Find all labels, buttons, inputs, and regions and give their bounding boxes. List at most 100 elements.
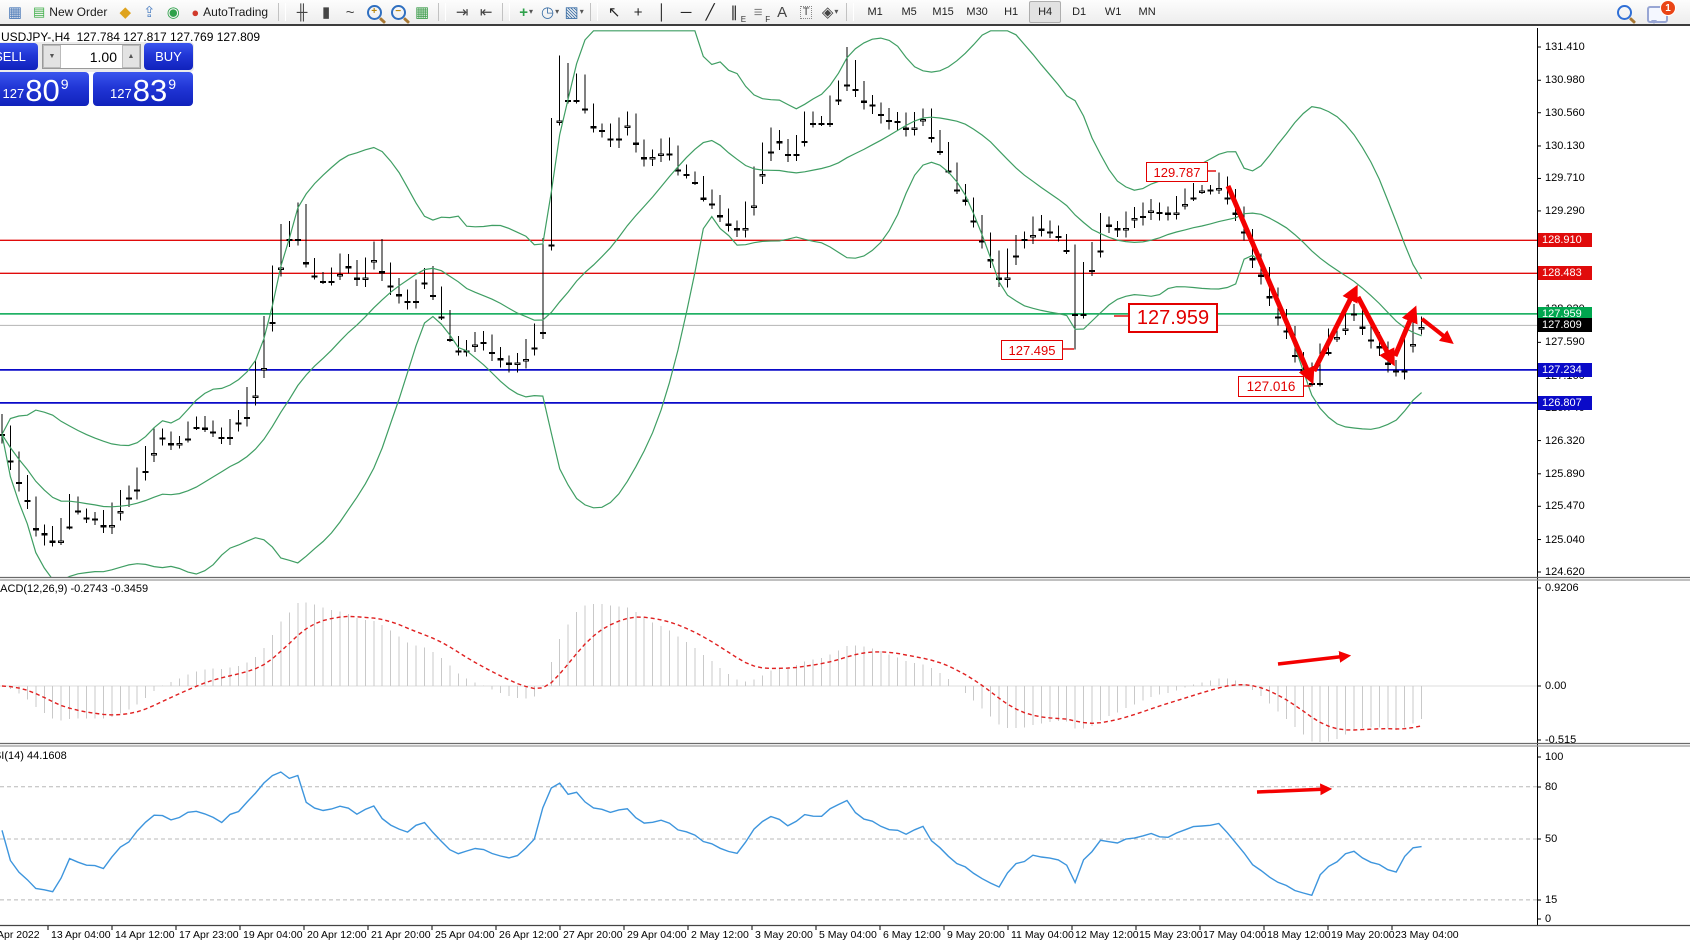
buy-button[interactable]: BUY	[144, 43, 193, 70]
tile-windows-icon[interactable]: ▦	[415, 3, 430, 21]
buy-price-prefix: 127	[110, 86, 132, 101]
annotation-low-127016: 127.016	[1238, 376, 1304, 397]
new-chart-icon[interactable]: ▦	[7, 3, 23, 21]
date-tick-label: 9 May 20:00	[947, 929, 1005, 941]
equidistant-channel-icon[interactable]: ∥ E	[730, 3, 747, 24]
timeframe-button-m15[interactable]: M15	[932, 6, 954, 18]
date-tick-label: 27 Apr 20:00	[563, 929, 623, 941]
search-icon[interactable]	[1617, 5, 1632, 20]
date-tick-label: 21 Apr 20:00	[371, 929, 431, 941]
timeframe-button-m30[interactable]: M30	[966, 6, 988, 18]
trendline-icon[interactable]: ╱	[705, 3, 715, 21]
price-tick-label: 125.470	[1545, 500, 1585, 513]
candlestick-chart-icon[interactable]: ▮	[321, 3, 331, 21]
autotrading-button[interactable]: ● AutoTrading	[185, 1, 274, 23]
price-badge: 128.483	[1538, 266, 1592, 281]
notifications-icon[interactable]: 1	[1647, 0, 1676, 24]
trend-arrows-layer	[1061, 170, 1454, 796]
label-icon[interactable]: T	[794, 1, 818, 23]
price-badge: 127.234	[1538, 362, 1592, 377]
new-order-icon: ▤	[33, 4, 46, 19]
rsi-label: RSI(14) 44.1608	[0, 750, 67, 762]
zoom-out-icon[interactable]: −	[386, 1, 410, 23]
price-badge: 127.809	[1538, 318, 1592, 333]
date-tick-label: 20 Apr 12:00	[307, 929, 367, 941]
date-tick-label: 17 Apr 23:00	[179, 929, 239, 941]
auto-scroll-icon[interactable]: ⇤	[479, 3, 493, 21]
date-tick-label: 18 May 12:00	[1267, 929, 1331, 941]
publish-chart-icon[interactable]: ⇪	[143, 3, 156, 21]
price-tick-label: 127.590	[1545, 336, 1585, 349]
text-icon[interactable]: A	[777, 3, 788, 21]
timeframe-button-d1[interactable]: D1	[1072, 6, 1087, 18]
date-tick-label: 15 May 23:00	[1139, 929, 1203, 941]
annotation-high-129787: 129.787	[1146, 162, 1208, 182]
date-tick-label: 17 May 04:00	[1203, 929, 1267, 941]
timeframe-button-m1[interactable]: M1	[867, 6, 883, 18]
main-toolbar: ▦ ▤ New Order ◆ ⇪ ◉ ● AutoTrading ╫ ▮ ~ + − ▦ ⇥ ⇤ + ▾ ◷ ▾ ▧ ▾…	[0, 0, 1690, 26]
date-tick-label: 2 May 12:00	[691, 929, 749, 941]
toolbar-separator	[438, 3, 447, 21]
lot-increase-button[interactable]: ▲	[122, 45, 140, 68]
timeframe-button-w1[interactable]: W1	[1104, 6, 1122, 18]
sell-price-main: 80	[25, 72, 60, 108]
new-order-button[interactable]: ▤ New Order	[27, 1, 113, 23]
date-tick-label: 26 Apr 12:00	[499, 929, 559, 941]
rsi-axis-label: 50	[1545, 833, 1558, 845]
timeframe-button-mn[interactable]: MN	[1138, 6, 1156, 18]
rsi-axis-label: 100	[1545, 751, 1564, 763]
chart-shift-icon[interactable]: ⇥	[455, 3, 469, 21]
symbol-header: USDJPY-,H4 127.784 127.817 127.769 127.8…	[1, 30, 261, 44]
date-tick-label: 12 May 12:00	[1075, 929, 1139, 941]
macd-axis-label: 0.9206	[1545, 582, 1579, 594]
fibonacci-icon[interactable]: ≡ F	[753, 3, 771, 24]
buy-price-display[interactable]: 127 83 9	[93, 72, 193, 106]
buy-price-main: 83	[132, 72, 168, 108]
price-tick-label: 130.980	[1545, 74, 1585, 87]
price-badge: 126.807	[1538, 395, 1592, 410]
cursor-icon[interactable]: ↖	[607, 3, 621, 21]
date-tick-label: 19 Apr 04:00	[243, 929, 303, 941]
macd-axis-label: 0.00	[1545, 680, 1567, 692]
line-chart-icon[interactable]: ~	[345, 3, 355, 21]
annotation-level-127959: 127.959	[1128, 303, 1218, 333]
vertical-line-icon[interactable]: │	[657, 3, 667, 21]
lot-size-field[interactable]: 1.00	[89, 48, 117, 65]
horizontal-line-icon[interactable]: ─	[680, 3, 692, 21]
sell-button-label: SELL	[0, 49, 26, 64]
periods-icon[interactable]: ◷ ▾	[541, 3, 560, 21]
add-indicator-icon[interactable]: + ▾	[519, 3, 533, 21]
price-badge: 127.959	[1538, 306, 1592, 321]
macd-label: MACD(12,26,9) -0.2743 -0.3459	[0, 583, 149, 595]
date-tick-label: 5 May 04:00	[819, 929, 877, 941]
gold-icon[interactable]: ◆	[119, 3, 132, 21]
annotation-low-127495: 127.495	[1001, 340, 1063, 360]
bar-chart-icon[interactable]: ╫	[296, 3, 308, 21]
community-icon[interactable]: ◉	[166, 3, 180, 21]
new-order-button-label: New Order	[49, 5, 108, 19]
timeframe-button-m5[interactable]: M5	[901, 6, 917, 18]
date-tick-label: 3 May 20:00	[755, 929, 813, 941]
sell-price-sup: 9	[60, 76, 69, 92]
lot-decrease-button[interactable]: ▼	[43, 45, 61, 68]
macd-axis-label: -0.515	[1545, 734, 1577, 746]
timeframe-button-h4[interactable]: H4	[1029, 1, 1062, 23]
date-tick-label: 23 May 04:00	[1395, 929, 1459, 941]
templates-icon[interactable]: ▧ ▾	[564, 3, 584, 21]
price-tick-label: 130.560	[1545, 106, 1585, 119]
notification-badge: 1	[1660, 0, 1676, 16]
rsi-layer	[0, 771, 1537, 901]
shapes-icon[interactable]: ◈ ▾	[821, 3, 839, 21]
zoom-in-icon[interactable]: +	[362, 1, 386, 23]
date-tick-label: 19 May 20:00	[1331, 929, 1395, 941]
date-tick-label: 14 Apr 12:00	[115, 929, 175, 941]
crosshair-icon[interactable]: +	[633, 3, 643, 21]
toolbar-separator	[502, 3, 511, 21]
rsi-axis-label: 15	[1545, 894, 1558, 906]
timeframe-button-h1[interactable]: H1	[1004, 6, 1019, 18]
sell-price-display[interactable]: 127 80 9	[0, 72, 89, 106]
buy-price-sup: 9	[168, 76, 176, 92]
sell-button[interactable]: SELL	[0, 43, 38, 70]
price-tick-label: 126.320	[1545, 434, 1585, 447]
